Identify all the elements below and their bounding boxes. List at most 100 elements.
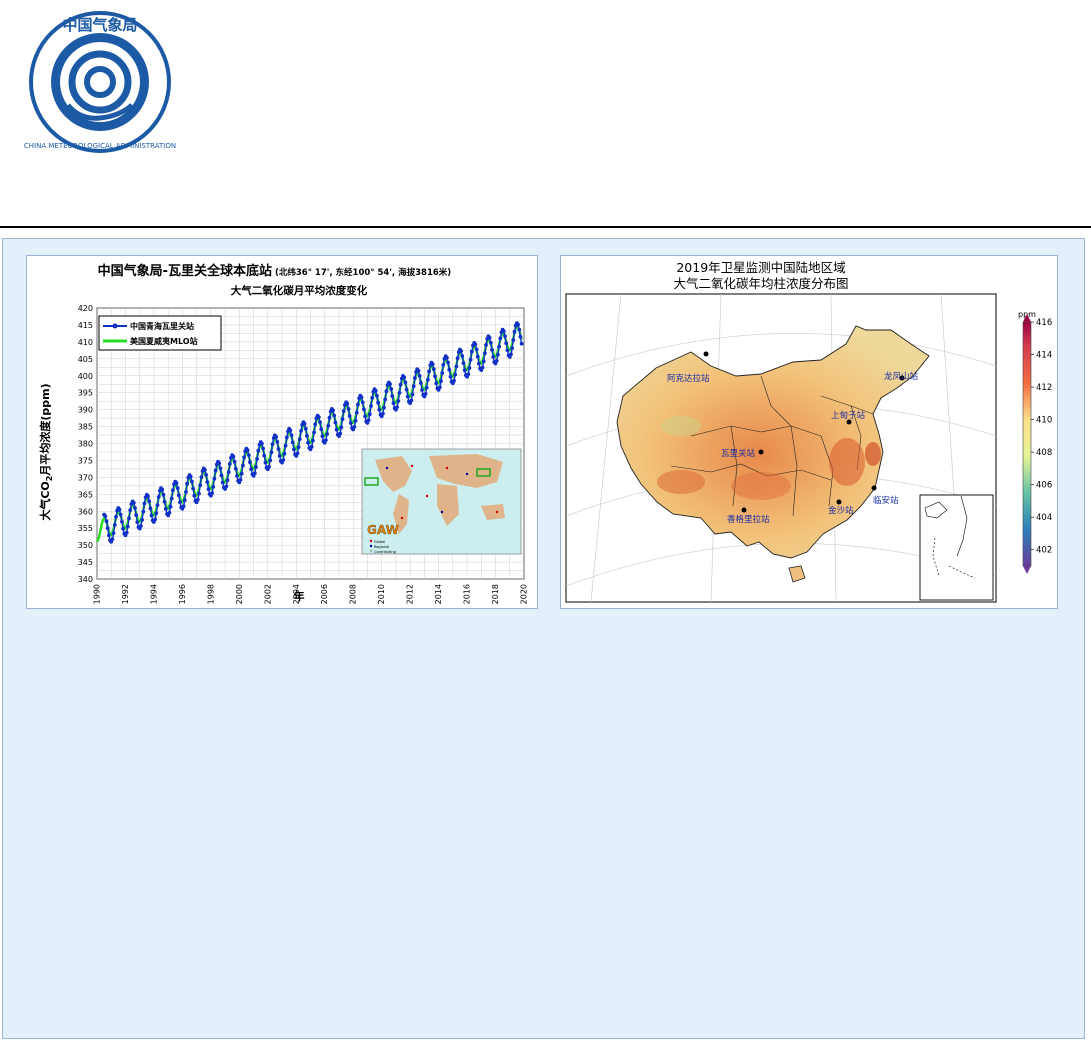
station-label: 临安站 [873, 495, 899, 506]
waliguan-point [241, 463, 245, 468]
waliguan-point [440, 371, 445, 375]
waliguan-point [118, 512, 123, 517]
waliguan-point [332, 413, 337, 418]
y-tick-label: 395 [78, 389, 93, 398]
waliguan-point [316, 415, 321, 419]
waliguan-point [334, 427, 339, 432]
x-tick-label: 2008 [349, 584, 358, 604]
gaw-inset-map: GAW Global Regional Contributing [361, 448, 522, 555]
waliguan-point [405, 394, 410, 399]
waliguan-point [352, 425, 357, 429]
waliguan-point [366, 418, 371, 423]
waliguan-point [133, 506, 137, 510]
chart-title-note: (北纬36° 17', 东经100° 54', 海拔3816米) [275, 267, 451, 278]
station-dot [703, 351, 709, 357]
waliguan-point [224, 484, 229, 489]
high-concentration-areas [657, 416, 881, 500]
waliguan-point [504, 341, 509, 346]
x-tick-label: 2000 [235, 584, 244, 604]
waliguan-point [176, 493, 181, 498]
y-tick-label: 415 [78, 321, 93, 330]
waliguan-point [269, 450, 274, 455]
waliguan-point [168, 504, 173, 509]
waliguan-point [327, 415, 332, 420]
waliguan-point [131, 501, 136, 505]
waliguan-point [487, 335, 492, 340]
waliguan-point [111, 531, 116, 535]
y-tick-labels: 340 345 350 355 360 365 370 375 380 385 390 395 400 4… [78, 304, 93, 584]
waliguan-point [282, 451, 287, 456]
x-tick-label: 1996 [178, 584, 187, 604]
waliguan-point [481, 359, 486, 364]
y-tick-label: 365 [78, 490, 93, 499]
waliguan-point [488, 340, 493, 345]
waliguan-point [206, 487, 211, 491]
waliguan-point [288, 428, 293, 433]
waliguan-point [276, 447, 281, 451]
x-tick-label: 1998 [206, 584, 215, 604]
waliguan-point [496, 352, 500, 357]
waliguan-point [217, 461, 222, 466]
waliguan-point [225, 478, 230, 483]
waliguan-point [262, 453, 267, 458]
south-china-sea-inset [919, 494, 994, 601]
waliguan-point [348, 421, 353, 425]
waliguan-point [185, 481, 190, 486]
waliguan-point [121, 526, 125, 531]
waliguan-point [292, 447, 296, 452]
x-tick-label: 2006 [320, 584, 329, 604]
waliguan-point [175, 486, 180, 490]
x-tick-labels: 1990 1992 1994 1996 1998 2000 2002 2004 2006 2008… [93, 584, 529, 604]
waliguan-point [370, 396, 375, 400]
gaw-legend-global: Global [374, 540, 385, 544]
waliguan-point [426, 377, 430, 382]
waliguan-point [402, 375, 407, 380]
waliguan-point [246, 453, 251, 457]
waliguan-point [403, 380, 408, 385]
waliguan-point [319, 427, 324, 431]
waliguan-point [263, 460, 268, 465]
waliguan-point [517, 327, 522, 332]
waliguan-point [475, 354, 480, 359]
waliguan-point [416, 368, 421, 373]
waliguan-point [141, 509, 146, 514]
gaw-label: GAW [367, 523, 399, 537]
waliguan-point [454, 364, 459, 369]
waliguan-point [460, 354, 465, 358]
waliguan-point [375, 393, 379, 398]
waliguan-point [455, 356, 460, 361]
logo-top-text: 中国气象局 [62, 16, 137, 34]
station-dot [741, 507, 747, 513]
waliguan-point [491, 355, 496, 359]
waliguan-point [114, 514, 118, 519]
station-markers: 阿克达拉站 龙凤山站 上甸子站 瓦里关站 香格里拉站 金沙站 临安站 [667, 351, 919, 525]
waliguan-point [227, 462, 232, 466]
waliguan-point [117, 507, 122, 512]
waliguan-point [174, 481, 179, 485]
waliguan-point [283, 443, 288, 448]
waliguan-point [418, 381, 423, 385]
y-axis-label: 大气CO2月平均浓度(ppm) [38, 383, 54, 520]
waliguan-point [354, 410, 359, 415]
waliguan-point [339, 425, 344, 430]
waliguan-point [197, 491, 201, 496]
waliguan-point [346, 407, 351, 411]
co2-satellite-map: 2019年卫星监测中国陆地区域 大气二氧化碳年均柱浓度分布图 [560, 255, 1058, 609]
waliguan-point [289, 433, 294, 438]
waliguan-point [509, 352, 513, 357]
waliguan-point [239, 471, 244, 476]
legend-label-mlo: 美国夏威夷MLO站 [130, 336, 198, 346]
waliguan-point [156, 495, 161, 499]
waliguan-point [497, 344, 501, 349]
waliguan-point [461, 361, 466, 365]
colorbar-tick-label: 404 [1036, 513, 1052, 523]
waliguan-point [195, 497, 200, 502]
waliguan-point [128, 508, 133, 512]
china-landmass [616, 325, 930, 559]
waliguan-point [448, 374, 453, 379]
waliguan-point [376, 400, 380, 405]
waliguan-point [432, 367, 436, 372]
waliguan-point [270, 442, 275, 446]
chart-legend: 中国青海瓦里关站 美国夏威夷MLO站 [98, 315, 222, 351]
